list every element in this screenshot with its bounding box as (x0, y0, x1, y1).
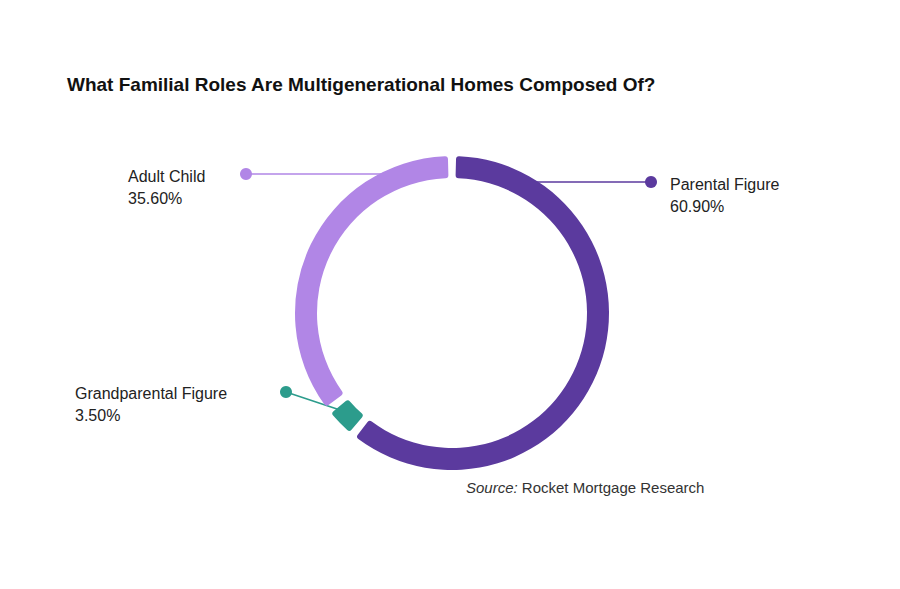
svg-text:3.50%: 3.50% (75, 407, 120, 424)
svg-text:35.60%: 35.60% (128, 190, 182, 207)
svg-text:What Familial Roles Are Multig: What Familial Roles Are Multigenerationa… (67, 74, 655, 95)
svg-text:Adult Child: Adult Child (128, 168, 205, 185)
svg-text:Rocket Mortgage Research: Rocket Mortgage Research (518, 479, 705, 496)
svg-text:Grandparental Figure: Grandparental Figure (75, 385, 227, 402)
svg-text:60.90%: 60.90% (670, 198, 724, 215)
svg-text:Source:: Source: (466, 479, 518, 496)
svg-text:Parental Figure: Parental Figure (670, 176, 779, 193)
